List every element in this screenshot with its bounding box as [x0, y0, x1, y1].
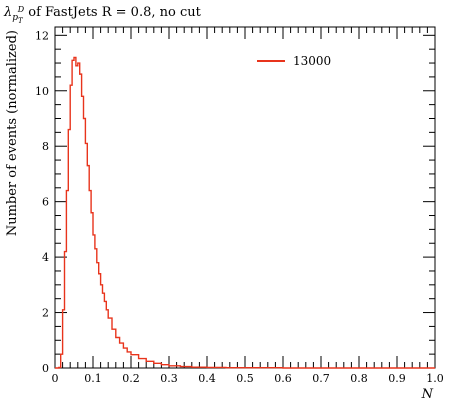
title-lambda: λ	[3, 5, 12, 20]
title-sub-main: p	[12, 13, 18, 23]
x-tick-label: 0.3	[160, 372, 178, 385]
x-tick-label: 0	[52, 372, 59, 385]
x-tick-label: 0.7	[312, 372, 330, 385]
y-tick-label: 12	[35, 29, 49, 42]
x-tick-label: 0.6	[274, 372, 292, 385]
y-tick-label: 4	[42, 251, 49, 264]
y-tick-label: 0	[42, 362, 49, 375]
x-axis-label: N	[421, 387, 434, 402]
title-rest: of FastJets R = 0.8, no cut	[24, 5, 201, 20]
y-tick-label: 10	[35, 85, 49, 98]
legend: 13000	[257, 54, 331, 68]
title-sup: D	[17, 5, 25, 14]
x-tick-label: 0.1	[84, 372, 102, 385]
plot-frame	[54, 26, 436, 369]
y-tick-label: 8	[42, 140, 49, 153]
y-tick-label: 6	[42, 196, 49, 209]
y-tick-label: 2	[42, 307, 49, 320]
legend-label: 13000	[293, 54, 331, 68]
axis-ticks	[54, 27, 436, 369]
series-group	[55, 56, 435, 369]
x-tick-label: 0.2	[122, 372, 140, 385]
x-tick-label: 1.0	[426, 372, 444, 385]
x-tick-label: 0.8	[350, 372, 368, 385]
x-tick-label: 0.4	[198, 372, 216, 385]
y-axis-label: Number of events (normalized)	[5, 30, 20, 236]
chart-title: λpTD of FastJets R = 0.8, no cut	[3, 5, 202, 25]
series-line-13000	[55, 56, 435, 369]
x-tick-label: 0.9	[388, 372, 406, 385]
x-tick-label: 0.5	[236, 372, 254, 385]
title-sub-sub: T	[18, 17, 24, 25]
tick-labels: 0 0.1 0.2 0.3 0.4 0.5 0.6 0.7 0.8 0.9 1.0 0 2 4 6 8 10 12	[35, 29, 444, 385]
